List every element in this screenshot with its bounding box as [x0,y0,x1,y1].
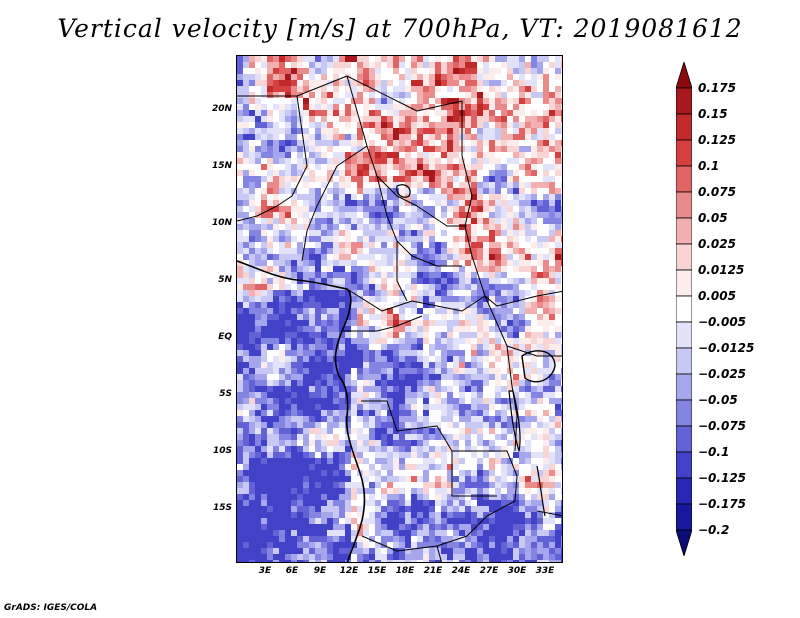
colorbar-segment [676,503,692,531]
lon-tick-label: 3E [258,566,272,576]
colorbar-label: −0.005 [698,315,747,329]
colorbar-segment [676,373,692,401]
chart-title: Vertical velocity [m/s] at 700hPa, VT: 2… [57,14,743,43]
colorbar-segment [676,113,692,141]
colorbar-segment [676,529,692,556]
lat-tick-label: 10N [211,218,232,228]
colorbar-segment [676,139,692,167]
border-line [451,451,497,497]
lon-tick-label: 12E [339,566,359,576]
colorbar-label: −0.05 [698,393,738,407]
colorbar-label: −0.125 [698,471,747,485]
colorbar-label: −0.0125 [698,341,755,355]
lat-tick-label: 5S [219,389,232,399]
border-line [237,95,308,222]
lon-tick-label: 33E [535,566,555,576]
lat-tick-label: 5N [218,275,232,285]
border-line [484,295,562,357]
colorbar-label: 0.15 [698,107,728,121]
lon-tick-label: 9E [313,566,327,576]
colorbar-segment [676,451,692,479]
colorbar-segment [676,321,692,349]
colorbar-segment [676,425,692,453]
lon-tick-label: 6E [285,566,299,576]
vertical-velocity-field [237,56,562,562]
colorbar-label: −0.2 [698,523,730,537]
colorbar-label: −0.025 [698,367,747,381]
colorbar-label: 0.005 [698,289,736,303]
lake-outline [536,465,546,517]
footer-credit: GrADS: IGES/COLA [4,603,98,613]
lat-tick-label: 15S [212,503,232,513]
lat-tick-label: 20N [211,104,232,114]
lake-outline [508,390,521,452]
border-line [396,241,408,302]
lake-outline [521,350,556,383]
colorbar-label: 0.1 [698,159,720,173]
lon-tick-label: 15E [367,566,387,576]
colorbar-segment [676,477,692,505]
border-line [436,545,442,562]
colorbar-segment [676,269,692,297]
colorbar-label: −0.075 [698,419,747,433]
lake-outline [396,184,411,198]
colorbar-segment [676,399,692,427]
lat-tick-label: EQ [218,332,232,342]
colorbar-label: 0.175 [698,81,736,95]
border-line [342,315,423,332]
colorbar-segment [676,165,692,193]
colorbar-segment [676,295,692,323]
border-line [536,510,562,517]
lon-tick-label: 21E [423,566,443,576]
lon-tick-label: 24E [451,566,471,576]
colorbar-segment [676,243,692,271]
lat-tick-label: 15N [211,161,232,171]
colorbar-label: 0.025 [698,237,736,251]
colorbar-label: −0.1 [698,445,730,459]
lon-tick-label: 18E [395,566,415,576]
border-line [506,345,518,452]
lon-tick-label: 27E [479,566,499,576]
colorbar-label: 0.125 [698,133,736,147]
colorbar-segment [676,191,692,219]
border-line [301,145,368,262]
border-line [376,175,467,227]
border-line [346,75,462,267]
lon-tick-label: 30E [507,566,527,576]
lat-tick-label: 10S [212,446,232,456]
colorbar-label: 0.05 [698,211,728,225]
colorbar-label: 0.075 [698,185,736,199]
colorbar-label: −0.175 [698,497,747,511]
map-panel [236,55,563,563]
colorbar [676,62,692,556]
colorbar-label: 0.0125 [698,263,745,277]
colorbar-segment [676,87,692,115]
field-cells [237,56,562,562]
colorbar-segment [676,62,692,89]
colorbar-segment [676,217,692,245]
coastline [237,260,366,562]
border-line [346,288,486,312]
colorbar-segment [676,347,692,375]
